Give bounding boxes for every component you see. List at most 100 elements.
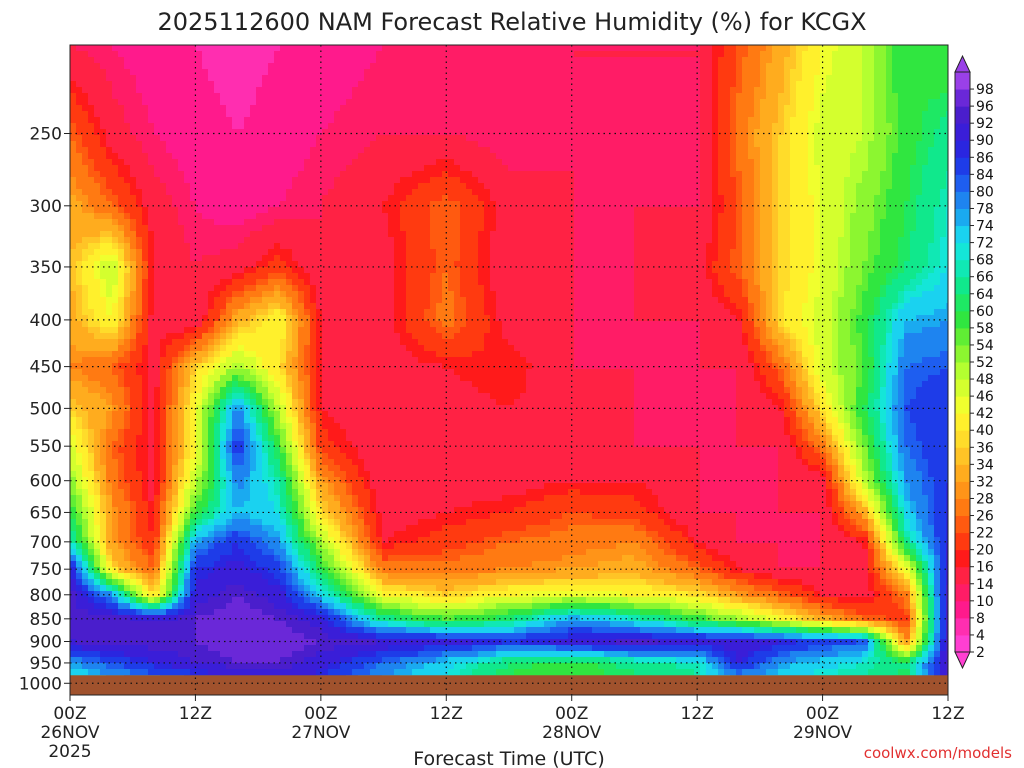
rh-cell (70, 129, 77, 136)
rh-cell (670, 189, 677, 196)
rh-cell (238, 117, 245, 124)
rh-cell (748, 165, 755, 172)
rh-cell (748, 81, 755, 88)
rh-cell (766, 51, 773, 58)
rh-cell (904, 219, 911, 226)
rh-cell (598, 45, 605, 52)
rh-cell (256, 81, 263, 88)
rh-cell (124, 45, 131, 52)
rh-cell (766, 171, 773, 178)
rh-cell (550, 135, 557, 142)
rh-cell (646, 237, 653, 244)
rh-cell (880, 81, 887, 88)
rh-cell (742, 135, 749, 142)
rh-cell (508, 201, 515, 208)
rh-cell (208, 99, 215, 106)
rh-cell (904, 69, 911, 76)
rh-cell (718, 75, 725, 82)
rh-cell (928, 177, 935, 184)
rh-cell (256, 153, 263, 160)
rh-cell (622, 105, 629, 112)
rh-cell (898, 129, 905, 136)
rh-cell (778, 183, 785, 190)
rh-cell (484, 231, 491, 238)
rh-cell (70, 135, 77, 142)
rh-cell (862, 231, 869, 238)
rh-cell (874, 237, 881, 244)
rh-cell (568, 225, 575, 232)
rh-cell (154, 159, 161, 166)
rh-cell (868, 69, 875, 76)
rh-cell (910, 51, 917, 58)
rh-cell (628, 231, 635, 238)
rh-cell (826, 129, 833, 136)
rh-cell (436, 45, 443, 52)
rh-cell (880, 141, 887, 148)
rh-cell (136, 69, 143, 76)
rh-cell (100, 45, 107, 52)
rh-cell (244, 207, 251, 214)
rh-cell (166, 189, 173, 196)
rh-cell (754, 57, 761, 64)
rh-cell (256, 69, 263, 76)
rh-cell (790, 177, 797, 184)
rh-cell (496, 213, 503, 220)
rh-cell (106, 189, 113, 196)
rh-cell (502, 57, 509, 64)
rh-cell (148, 45, 155, 52)
rh-cell (214, 231, 221, 238)
rh-cell (220, 63, 227, 70)
rh-cell (652, 201, 659, 208)
rh-cell (706, 183, 713, 190)
rh-cell (922, 183, 929, 190)
rh-cell (766, 57, 773, 64)
rh-cell (346, 195, 353, 202)
rh-cell (256, 57, 263, 64)
rh-cell (796, 237, 803, 244)
rh-cell (718, 63, 725, 70)
rh-cell (808, 51, 815, 58)
rh-cell (142, 165, 149, 172)
rh-cell (808, 99, 815, 106)
rh-cell (490, 159, 497, 166)
rh-cell (598, 153, 605, 160)
rh-cell (82, 135, 89, 142)
rh-cell (796, 141, 803, 148)
rh-cell (436, 105, 443, 112)
rh-cell (388, 171, 395, 178)
rh-cell (286, 123, 293, 130)
rh-cell (136, 207, 143, 214)
rh-cell (172, 63, 179, 70)
rh-cell (922, 123, 929, 130)
rh-cell (868, 135, 875, 142)
rh-cell (550, 237, 557, 244)
rh-cell (904, 111, 911, 118)
rh-cell (712, 165, 719, 172)
rh-cell (838, 63, 845, 70)
rh-cell (808, 123, 815, 130)
rh-cell (742, 243, 749, 250)
rh-cell (874, 177, 881, 184)
rh-cell (262, 231, 269, 238)
rh-cell (940, 105, 947, 112)
rh-cell (796, 147, 803, 154)
rh-cell (382, 57, 389, 64)
rh-cell (196, 219, 203, 226)
rh-cell (274, 159, 281, 166)
rh-cell (586, 153, 593, 160)
rh-cell (292, 213, 299, 220)
rh-cell (304, 45, 311, 52)
rh-cell (298, 201, 305, 208)
rh-cell (712, 231, 719, 238)
rh-cell (382, 123, 389, 130)
rh-cell (904, 171, 911, 178)
rh-cell (202, 111, 209, 118)
rh-cell (94, 219, 101, 226)
rh-cell (400, 75, 407, 82)
rh-cell (526, 195, 533, 202)
rh-cell (778, 153, 785, 160)
rh-cell (706, 93, 713, 100)
rh-cell (760, 207, 767, 214)
rh-cell (766, 45, 773, 52)
rh-cell (280, 129, 287, 136)
